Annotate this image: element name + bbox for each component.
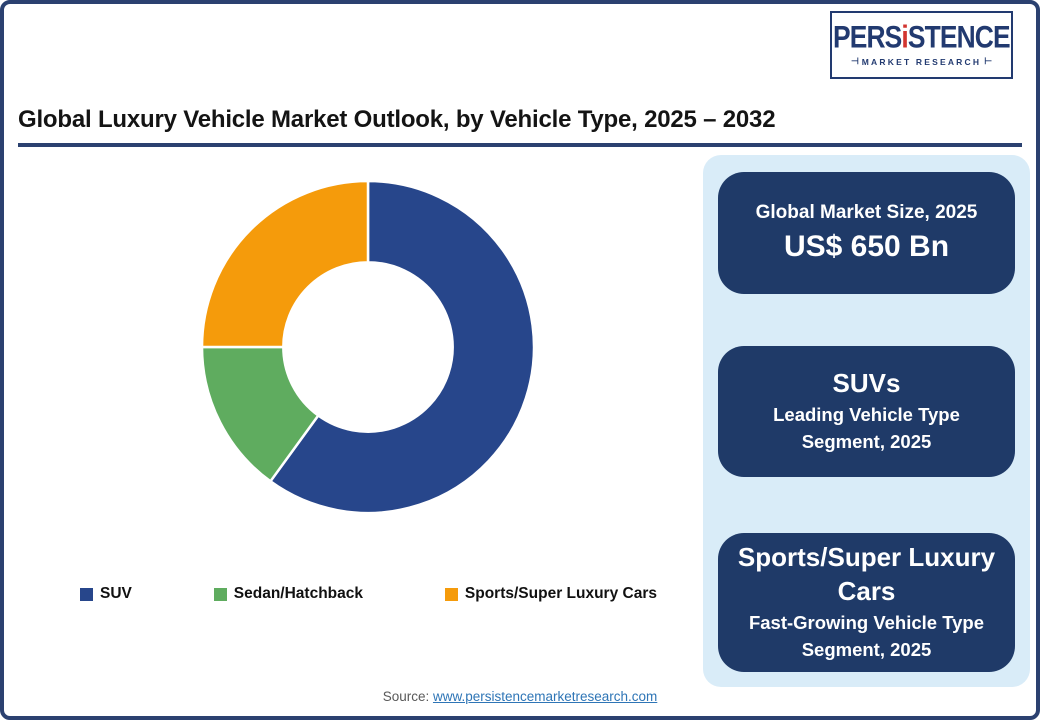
source-link[interactable]: www.persistencemarketresearch.com [432, 689, 658, 704]
logo-tack-right-icon: ⊢ [984, 56, 993, 66]
persistence-logo: PERSiSTENCE ⊣ MARKET RESEARCH ⊢ [830, 11, 1013, 79]
fast-growing-title: Sports/Super Luxury Cars [737, 541, 996, 606]
legend-item-suv: SUV [80, 585, 132, 603]
donut-chart [200, 179, 536, 515]
legend-label: Sedan/Hatchback [233, 585, 363, 602]
logo-subtitle-text: MARKET RESEARCH [861, 56, 982, 67]
logo-tack-left-icon: ⊣ [850, 56, 859, 66]
leading-segment-body: Leading Vehicle Type Segment, 2025 [773, 403, 960, 453]
logo-red-i: i [901, 20, 909, 55]
logo-brand-text: PERSiSTENCE [833, 20, 1011, 55]
page-title: Global Luxury Vehicle Market Outlook, by… [18, 106, 776, 133]
legend-swatch-icon [444, 587, 458, 601]
chart-legend: SUV Sedan/Hatchback Sports/Super Luxury Ca… [80, 585, 657, 603]
title-underline [18, 143, 1022, 147]
card-fast-growing-segment: Sports/Super Luxury Cars Fast-Growing Ve… [718, 533, 1015, 672]
highlights-panel: Global Market Size, 2025 US$ 650 Bn SUVs… [703, 155, 1030, 687]
legend-label: Sports/Super Luxury Cars [464, 585, 657, 602]
legend-swatch-icon [80, 587, 93, 601]
logo-subtitle: ⊣ MARKET RESEARCH ⊢ [851, 56, 992, 67]
card-leading-segment: SUVs Leading Vehicle Type Segment, 2025 [718, 346, 1015, 477]
leading-segment-title: SUVs [832, 367, 901, 398]
fast-growing-body: Fast-Growing Vehicle Type Segment, 2025 [748, 611, 985, 661]
legend-item-sports-super-luxury-cars: Sports/Super Luxury Cars [444, 585, 657, 603]
donut-segment-suv [269, 179, 536, 515]
donut-chart-area [198, 177, 538, 517]
legend-label: SUV [100, 585, 132, 602]
source-line: Source: www.persistencemarketresearch.co… [0, 689, 1040, 704]
market-size-heading: Global Market Size, 2025 [755, 202, 978, 224]
legend-item-sedan-hatchback: Sedan/Hatchback [213, 585, 363, 603]
donut-segment-sports-super-luxury-cars [200, 179, 370, 349]
legend-swatch-icon [213, 587, 227, 601]
market-size-value: US$ 650 Bn [783, 230, 950, 264]
card-market-size: Global Market Size, 2025 US$ 650 Bn [718, 172, 1015, 294]
source-prefix: Source: [382, 689, 433, 704]
